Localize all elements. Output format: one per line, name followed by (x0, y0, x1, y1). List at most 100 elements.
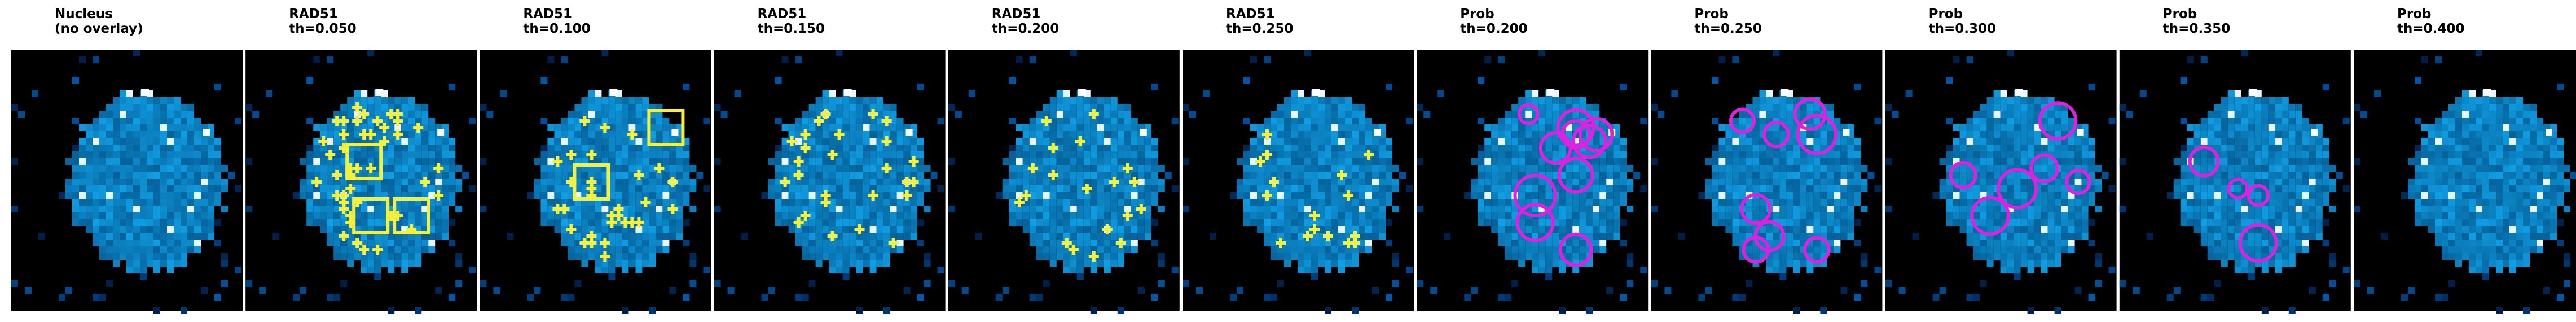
spot-marker (339, 129, 349, 140)
focus-circle (2227, 177, 2249, 200)
spot-marker (800, 129, 811, 140)
spot-marker (1136, 204, 1146, 214)
spot-marker (586, 231, 597, 241)
panel-title: Prob (2163, 7, 2197, 21)
spot-marker (620, 217, 631, 228)
spot-marker (352, 163, 363, 173)
panel-title: Prob (2397, 7, 2431, 21)
spot-marker (908, 177, 919, 187)
focus-circle (1740, 193, 1772, 225)
spot-marker (1061, 238, 1072, 248)
panel-subtitle: th=0.350 (2163, 21, 2230, 36)
panel-subtitle: th=0.200 (992, 21, 1059, 36)
spot-marker (1048, 170, 1058, 180)
panel-subtitle: th=0.300 (1929, 21, 1996, 36)
spot-marker (868, 190, 878, 201)
spot-marker (654, 163, 665, 173)
nucleus-copy (1651, 50, 1883, 314)
spot-marker (1323, 231, 1333, 241)
focus-circle (2038, 101, 2078, 141)
spot-marker (793, 217, 804, 228)
panel-subtitle: (no overlay) (55, 21, 143, 36)
spot-marker (1343, 190, 1353, 201)
spot-marker (1276, 238, 1286, 248)
spot-marker (566, 150, 577, 160)
spot-marker (352, 102, 363, 112)
panel-title: RAD51 (992, 7, 1041, 21)
focus-circle (1970, 195, 2010, 236)
focus-box (352, 197, 390, 234)
focus-circle (1762, 120, 1790, 149)
spot-marker (1014, 197, 1025, 207)
focus-circle (1571, 123, 1607, 159)
spot-marker (800, 143, 811, 153)
spot-marker (1350, 231, 1360, 241)
spot-marker (1122, 211, 1133, 221)
panel-title: Prob (1460, 7, 1494, 21)
spot-marker (366, 163, 376, 173)
panel-subtitle: th=0.050 (289, 21, 356, 36)
spot-marker (1027, 163, 1038, 173)
panel-title: RAD51 (758, 7, 807, 21)
image (1885, 50, 2117, 314)
focus-circle (1793, 97, 1827, 131)
spot-marker (834, 129, 845, 140)
focus-box (393, 197, 430, 234)
spot-marker (332, 116, 342, 126)
spot-marker (640, 197, 651, 207)
focus-circle (1560, 119, 1592, 150)
spot-marker (814, 116, 824, 126)
focus-circle (1997, 168, 2038, 210)
image (2119, 50, 2351, 314)
spot-marker (386, 109, 397, 119)
spot-marker (1262, 190, 1272, 201)
spot-marker (332, 170, 342, 180)
spot-marker (372, 116, 383, 126)
spot-marker (1115, 238, 1126, 248)
focus-circle (1803, 236, 1831, 264)
spot-marker (339, 197, 349, 207)
spot-marker (868, 109, 878, 119)
image (2354, 50, 2576, 314)
spot-marker (1255, 156, 1265, 167)
spot-marker (579, 116, 590, 126)
focus-circle (2247, 184, 2270, 207)
focus-circle (2188, 145, 2220, 178)
spot-marker (420, 177, 430, 187)
focus-circle (2065, 168, 2091, 195)
image (480, 50, 711, 314)
spot-marker (600, 123, 610, 133)
spot-marker (1075, 136, 1085, 146)
nucleus-copy (948, 50, 1180, 314)
nucleus-copy (1417, 50, 1649, 314)
nucleus-copy (2119, 50, 2351, 314)
nucleus-copy (245, 50, 477, 314)
spot-marker (1364, 150, 1374, 160)
nucleus-copy (11, 50, 243, 314)
spot-marker (1088, 251, 1099, 262)
spot-marker (854, 224, 865, 234)
spot-marker (881, 136, 892, 146)
spot-marker (780, 177, 790, 187)
spot-marker (552, 204, 563, 214)
panel-title: Nucleus (55, 7, 113, 21)
spot-marker (433, 190, 444, 201)
spot-marker (586, 177, 597, 187)
focus-circle (1556, 108, 1595, 147)
spot-marker (433, 163, 444, 173)
panel-title: Prob (1694, 7, 1728, 21)
spot-marker (888, 238, 899, 248)
focus-circle (1729, 107, 1756, 134)
spot-marker (1021, 190, 1031, 201)
focus-circle (1513, 173, 1557, 217)
spot-marker (1068, 245, 1079, 255)
spot-marker (1303, 231, 1313, 241)
panel-subtitle: th=0.250 (1694, 21, 1761, 36)
spot-marker (579, 238, 590, 248)
image (714, 50, 946, 314)
spot-marker (1262, 129, 1272, 140)
image (1417, 50, 1649, 314)
spot-marker (820, 109, 831, 119)
